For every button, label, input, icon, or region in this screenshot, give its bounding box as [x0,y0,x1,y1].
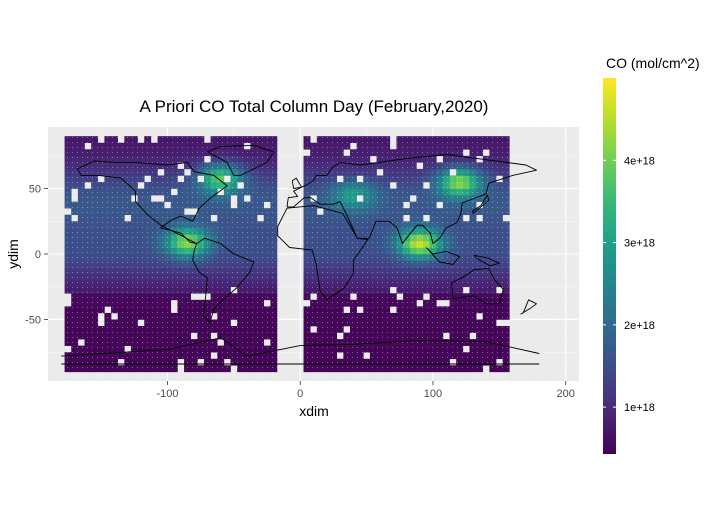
coastline-path [425,247,460,265]
x-axis: -100 0 100 200 [156,381,575,400]
x-tick-label: 200 [557,388,575,400]
coastline-path [61,337,540,357]
colorbar-tick-label: 1e+18 [624,402,655,414]
x-tick-label: 100 [424,388,442,400]
legend-title: CO (mol/cm^2) [606,55,700,71]
y-tick-label: -50 [25,314,41,326]
coastline-path [286,154,537,244]
coastline-path [277,205,369,301]
y-tick-label: 50 [29,184,41,196]
colorbar-tick-label: 3e+18 [624,238,655,250]
colorbar-tick-label: 2e+18 [624,320,655,332]
y-axis-title: ydim [5,239,21,269]
x-tick-label: 0 [297,388,303,400]
coastline-path [192,237,255,323]
co-heatmap [48,127,579,381]
x-tick-label: -100 [156,388,178,400]
coastline-path [76,160,228,244]
coastline-path [451,267,504,305]
colorbar [603,78,616,454]
coastline-path [206,144,275,176]
chart-title: A Priori CO Total Column Day (February,2… [140,97,489,116]
colorbar-tick-label: 4e+18 [624,155,655,167]
coastline-path [291,177,303,189]
coastline-path [520,299,537,315]
coastline-path [473,254,500,267]
colorbar-ticks: 1e+18 2e+18 3e+18 4e+18 [603,155,655,414]
y-axis: -50 0 50 [25,184,48,326]
y-tick-label: 0 [35,249,41,261]
x-axis-title: xdim [299,403,329,419]
coastlines [61,144,540,365]
coastline-path [472,194,490,214]
